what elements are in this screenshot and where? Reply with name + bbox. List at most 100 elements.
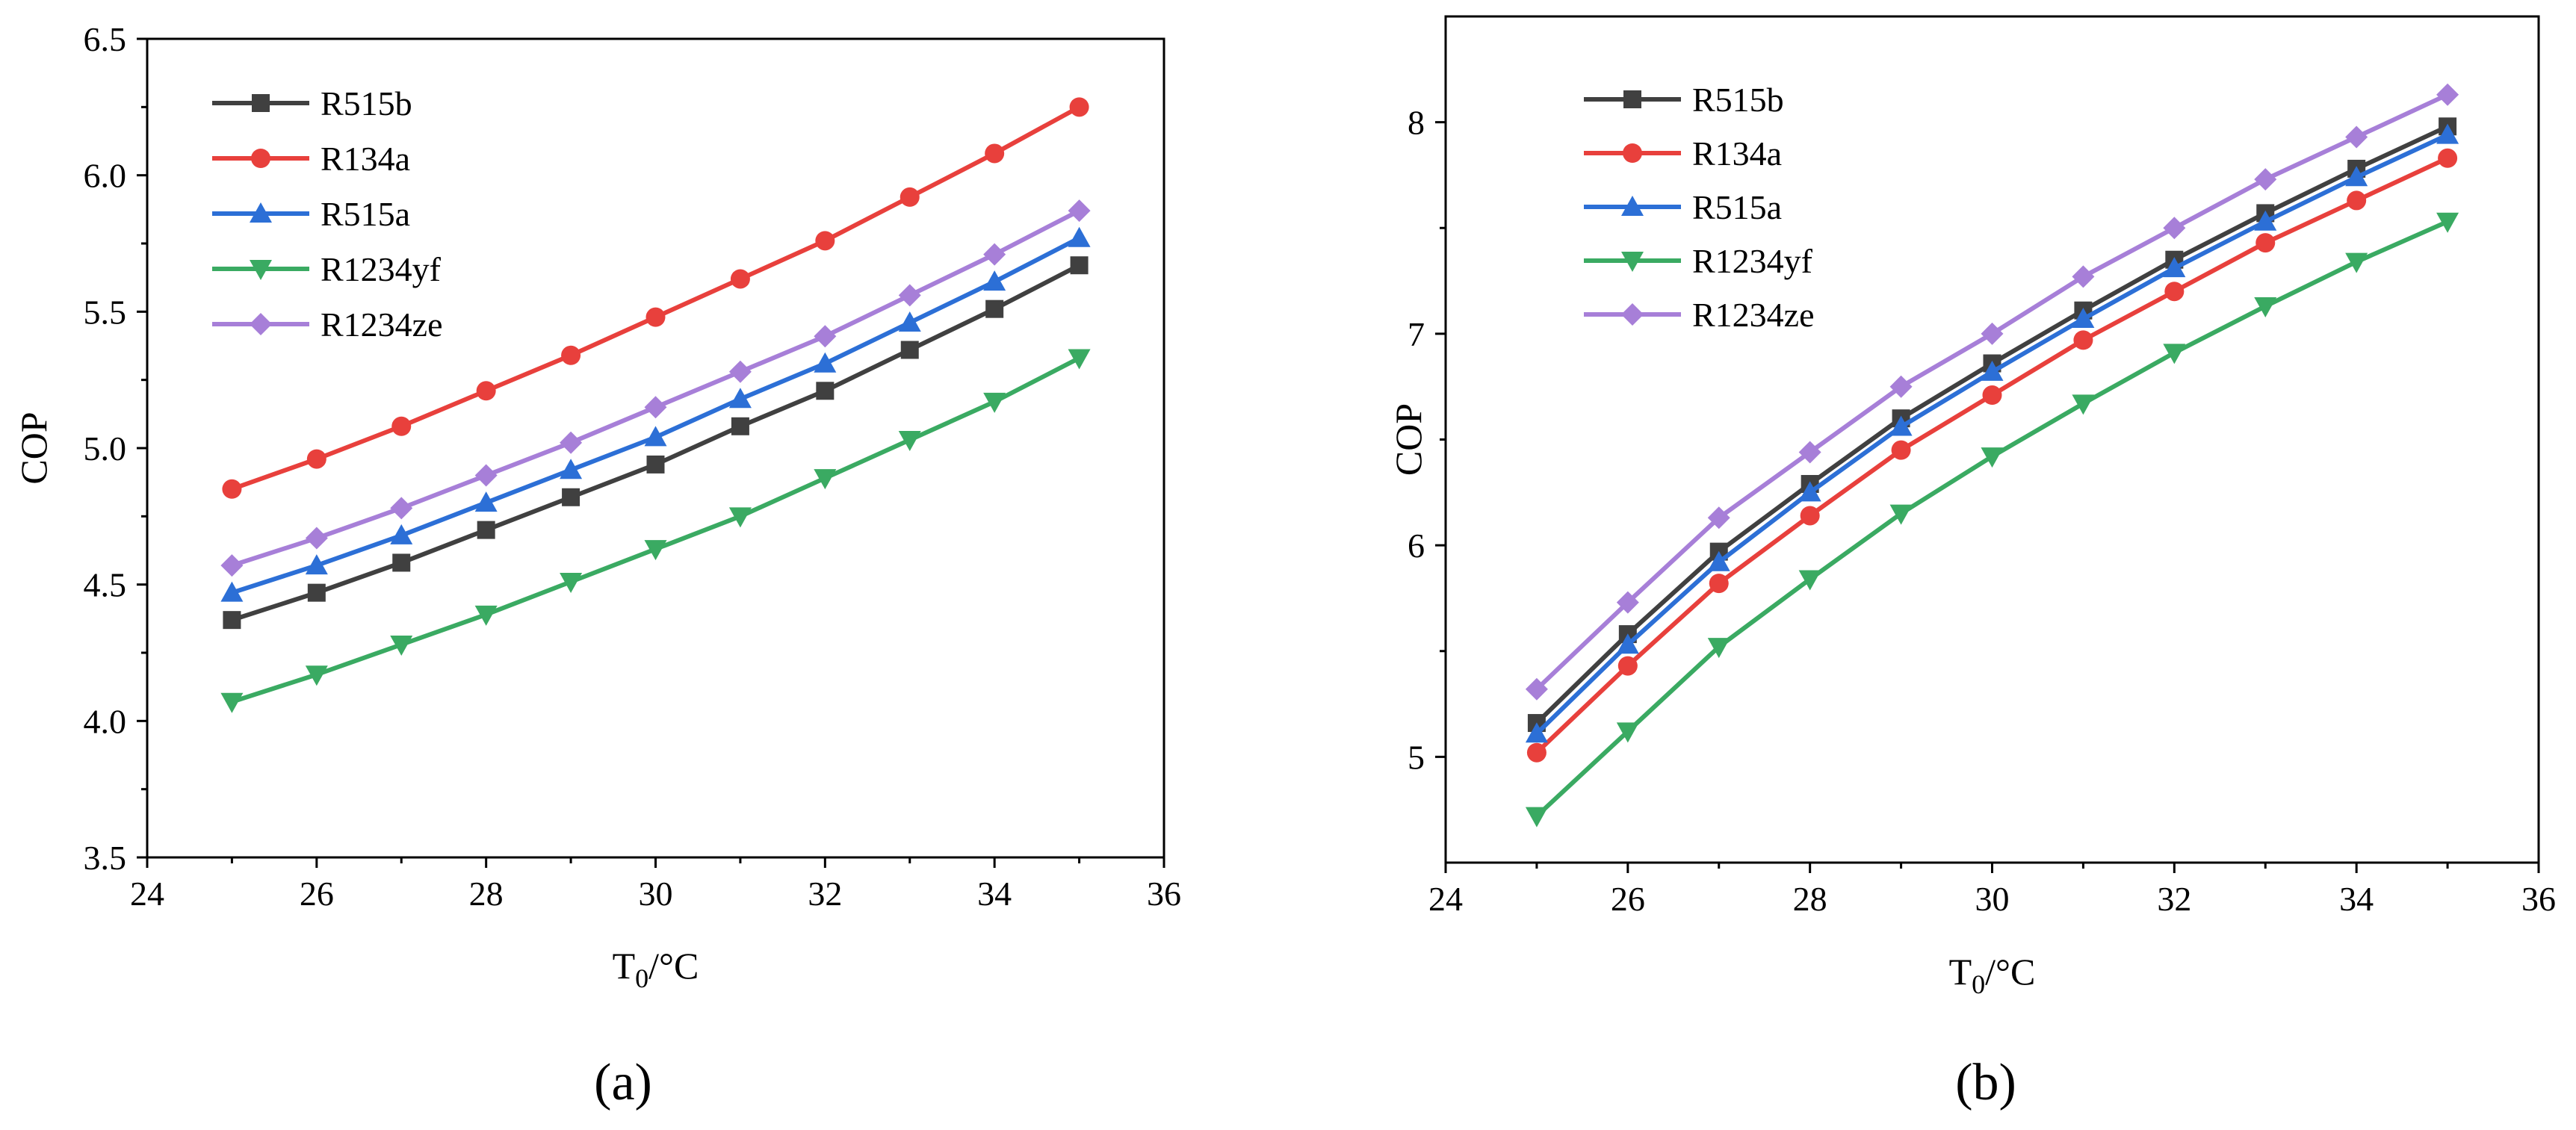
data-point-r1234ze xyxy=(2254,168,2277,191)
legend-label-r134a: R134a xyxy=(321,140,410,178)
legend-label-r1234ze: R1234ze xyxy=(1692,296,1815,334)
plot-b-x-tick-label: 30 xyxy=(1975,880,2010,918)
data-point-r1234ze xyxy=(2163,217,2186,240)
plot-b-x-axis-title-unit: /°C xyxy=(1985,951,2035,993)
data-point-r1234ze xyxy=(220,554,244,577)
data-point-r515a xyxy=(2345,166,2368,187)
data-point-r515a xyxy=(2163,257,2186,278)
legend-marker-r515b xyxy=(252,94,270,112)
data-point-r515b xyxy=(1070,256,1089,275)
data-point-r515b xyxy=(900,341,919,359)
data-point-r1234yf xyxy=(1981,447,2004,468)
data-point-r1234yf xyxy=(220,692,244,713)
plot-a-x-tick-label: 24 xyxy=(130,875,164,913)
plot-b-y-axis-title: COP xyxy=(1387,403,1429,476)
data-point-r515a xyxy=(1068,226,1091,247)
data-point-r1234ze xyxy=(1981,322,2004,345)
data-point-r1234yf xyxy=(2345,252,2368,273)
data-point-r515a xyxy=(898,311,921,332)
data-point-r134a xyxy=(900,187,920,207)
data-point-r515a xyxy=(560,459,583,479)
data-point-r1234yf xyxy=(1889,504,1913,525)
legend-marker-r134a xyxy=(1623,143,1642,163)
data-point-r134a xyxy=(1526,742,1546,763)
data-point-r515a xyxy=(728,388,752,409)
data-point-r515b xyxy=(307,583,326,602)
data-point-r134a xyxy=(730,269,750,289)
data-point-r515a xyxy=(2072,308,2095,329)
plot-b-x-axis-title-subscript: 0 xyxy=(1972,969,1985,999)
data-point-r515a xyxy=(1525,722,1548,743)
legend-label-r1234yf: R1234yf xyxy=(1692,242,1813,280)
data-point-r1234yf xyxy=(474,605,498,626)
legend-marker-r1234ze xyxy=(250,313,272,335)
plot-a-x-axis-title-main: T xyxy=(613,945,636,987)
plot-a-x-tick-label: 30 xyxy=(639,875,673,913)
plot-a-x-axis-title: T0/°C xyxy=(613,945,699,993)
plot-a-y-tick-label: 6.0 xyxy=(84,157,127,195)
data-point-r1234ze xyxy=(814,325,837,348)
legend-label-r134a: R134a xyxy=(1692,134,1782,173)
plot-a-x-axis-title-subscript: 0 xyxy=(635,963,648,993)
legend-marker-r1234yf xyxy=(1621,252,1644,272)
data-point-r1234ze xyxy=(1068,199,1091,223)
data-point-r1234ze xyxy=(2436,83,2459,106)
data-point-r515b xyxy=(392,553,411,572)
plot-b-x-axis-title: T0/°C xyxy=(1949,951,2036,999)
data-point-r1234yf xyxy=(2436,212,2459,233)
data-point-r134a xyxy=(1069,97,1089,117)
plot-a-x-tick-label: 28 xyxy=(469,875,504,913)
legend-label-r1234yf: R1234yf xyxy=(321,250,442,288)
plot-b-x-tick-label: 28 xyxy=(1793,880,1827,918)
data-point-r1234yf xyxy=(2163,344,2186,364)
data-point-r134a xyxy=(1709,574,1729,594)
plot-b-x-tick-label: 32 xyxy=(2157,880,2191,918)
data-point-r134a xyxy=(2255,233,2276,253)
legend-marker-r1234yf xyxy=(250,260,272,280)
legend-label-r1234ze: R1234ze xyxy=(321,305,443,344)
legend-marker-r515a xyxy=(250,202,272,223)
data-point-r515a xyxy=(474,491,498,512)
legend-marker-r515b xyxy=(1623,90,1641,108)
data-point-r515a xyxy=(220,581,244,602)
data-point-r1234yf xyxy=(1616,722,1639,743)
plot-a-y-tick-label: 6.5 xyxy=(84,20,127,58)
plot-b-y-tick-label: 5 xyxy=(1408,738,1425,776)
plot-b-y-tick-label: 7 xyxy=(1408,315,1425,353)
data-point-r515a xyxy=(390,524,413,544)
data-point-r134a xyxy=(1982,385,2002,406)
plot-a-y-axis-title: COP xyxy=(13,412,55,484)
data-point-r134a xyxy=(645,307,666,327)
data-point-r1234yf xyxy=(1798,570,1821,591)
plot-a-y-tick-label: 4.5 xyxy=(84,566,127,604)
panel-a-label: (a) xyxy=(594,1054,652,1111)
data-point-r134a xyxy=(476,381,496,401)
data-point-r1234ze xyxy=(898,284,921,307)
plot-a-x-tick-label: 26 xyxy=(300,875,334,913)
data-point-r515a xyxy=(644,426,667,447)
data-point-r515b xyxy=(985,299,1004,318)
data-point-r1234ze xyxy=(1616,591,1639,614)
plot-b-x-tick-label: 26 xyxy=(1611,880,1645,918)
data-point-r515a xyxy=(2436,123,2459,144)
legend-label-r515a: R515a xyxy=(321,195,410,233)
panel-a: 24 26 28 30 32 34 36 3.5 4.0 4.5 5.0 5.5 6.0 6.5 T0/°C… xyxy=(13,20,1181,1111)
plot-a-y-tick-label: 3.5 xyxy=(84,839,127,877)
data-point-r1234ze xyxy=(2345,125,2368,149)
plot-a-marks: 24 26 28 30 32 34 36 3.5 4.0 4.5 5.0 5.5 6.0 6.5 T0/°C… xyxy=(13,20,1181,993)
data-point-r134a xyxy=(561,345,581,365)
legend-label-r515b: R515b xyxy=(1692,81,1784,119)
data-point-r1234yf xyxy=(305,665,328,686)
data-point-r515a xyxy=(814,352,837,373)
data-point-r1234yf xyxy=(728,507,752,528)
data-point-r134a xyxy=(222,479,242,499)
plot-a-y-tick-label: 5.0 xyxy=(84,429,127,468)
data-point-r134a xyxy=(985,143,1005,164)
data-point-r515a xyxy=(305,554,328,575)
data-point-r1234ze xyxy=(728,360,752,383)
data-point-r1234ze xyxy=(1889,375,1913,398)
legend-label-r515b: R515b xyxy=(321,84,412,122)
data-point-r1234yf xyxy=(390,636,413,656)
